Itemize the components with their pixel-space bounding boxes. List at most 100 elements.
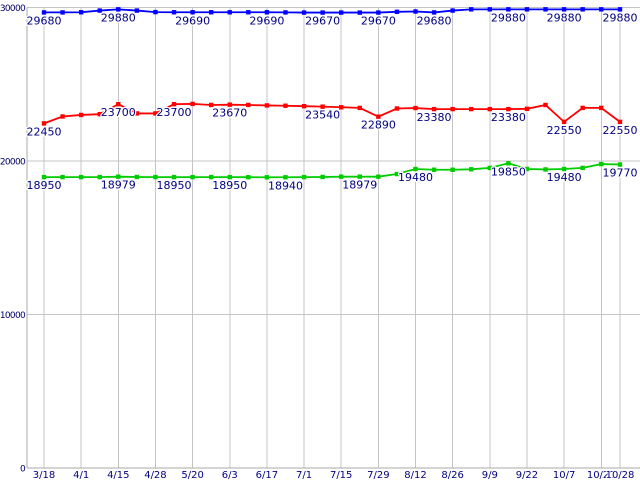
series-green-marker [246, 174, 251, 180]
series-red-marker [301, 104, 307, 109]
series-green-data-label: 18979 [342, 179, 377, 192]
series-red-data-label: 23540 [305, 109, 340, 122]
series-red-marker [580, 105, 585, 111]
y-tick-label: 10000 [0, 311, 26, 321]
x-tick-label: 4/1 [73, 470, 89, 480]
series-red-marker [617, 119, 623, 125]
series-red-data-label: 22550 [603, 124, 638, 137]
series-green-marker [97, 174, 102, 180]
series-green-marker [487, 165, 492, 171]
series-green-marker [41, 174, 47, 180]
series-green-marker [134, 174, 140, 180]
series-blue-data-label: 29880 [547, 11, 582, 24]
series-blue-marker [78, 10, 84, 15]
series-red-marker [431, 106, 437, 112]
x-tick-label: 4/28 [144, 470, 166, 480]
x-tick-label: 8/26 [441, 470, 463, 480]
series-blue-marker [617, 7, 623, 12]
series-red-marker [153, 111, 158, 116]
x-tick-label: 7/15 [330, 470, 352, 480]
series-red-marker [320, 104, 325, 109]
series-green-marker [301, 174, 307, 180]
series-blue-marker [450, 8, 455, 13]
series-blue-marker [60, 10, 65, 15]
series-green-data-label: 19480 [547, 171, 582, 184]
series-blue-data-label: 29880 [603, 11, 638, 24]
series-red-marker [264, 103, 270, 108]
series-red-marker [469, 106, 474, 112]
series-green-marker [413, 166, 418, 172]
series-green-marker [60, 174, 65, 180]
series-blue-data-label: 29690 [249, 14, 284, 27]
x-tick-label: 7/1 [296, 470, 312, 480]
series-blue-marker [301, 10, 307, 15]
series-blue-marker [487, 7, 492, 12]
series-blue-marker [246, 10, 251, 15]
series-red-marker [97, 111, 102, 117]
series-red-marker [339, 105, 344, 110]
series-blue-data-label: 29680 [417, 14, 452, 27]
series-red-data-label: 23700 [101, 106, 136, 119]
series-red-data-label: 23700 [157, 106, 192, 119]
y-tick-label: 0 [20, 465, 26, 475]
series-red-marker [561, 119, 567, 125]
series-blue-marker [190, 10, 195, 15]
series-blue-data-label: 29670 [361, 15, 396, 28]
series-green-marker [506, 161, 511, 166]
series-green-marker [599, 161, 604, 167]
series-red-marker [246, 102, 251, 108]
y-tick-label: 30000 [0, 4, 26, 14]
series-red-marker [543, 102, 548, 108]
series-green-marker [617, 162, 623, 167]
x-tick-label: 10/21 [587, 470, 616, 480]
series-green-marker [116, 174, 121, 179]
series-green-marker [171, 174, 177, 180]
x-tick-label: 4/15 [107, 470, 129, 480]
series-green-marker [227, 174, 232, 180]
series-red-marker [524, 106, 530, 112]
series-blue-data-label: 29880 [491, 11, 526, 24]
series-green-marker [78, 174, 84, 180]
series-blue-marker [339, 10, 344, 15]
series-red-marker [227, 102, 232, 107]
series-blue-line [44, 8, 620, 14]
series-blue-marker [376, 10, 381, 15]
series-blue-marker [153, 9, 158, 15]
x-tick-label: 8/12 [404, 470, 426, 480]
series-red-marker [357, 105, 362, 111]
series-green-marker [357, 174, 362, 179]
series-green-marker [190, 174, 195, 180]
x-tick-label: 7/29 [367, 470, 389, 480]
series-red-marker [376, 114, 381, 119]
series-green-data-label: 19770 [603, 167, 638, 180]
series-red-marker [134, 111, 140, 116]
series-blue-marker [506, 7, 511, 12]
series-blue-marker [580, 7, 585, 12]
series-red-marker [283, 103, 288, 108]
series-red-data-label: 23380 [491, 111, 526, 124]
series-blue-marker [208, 10, 214, 15]
series-red-marker [487, 106, 492, 112]
x-tick-label: 3/18 [33, 470, 55, 480]
series-red-marker [78, 112, 84, 118]
series-green-marker [208, 174, 214, 180]
series-blue-marker [469, 7, 474, 12]
series-red-marker [41, 121, 47, 126]
series-green-marker [264, 175, 270, 180]
series-red-data-label: 23670 [212, 107, 247, 120]
series-blue-marker [394, 9, 400, 14]
series-blue-marker [41, 10, 47, 15]
series-red-data-label: 23380 [417, 111, 452, 124]
series-red-data-label: 22890 [361, 119, 396, 132]
series-red-line [43, 102, 621, 125]
series-red-marker [506, 106, 511, 112]
series-blue-marker [134, 8, 140, 13]
series-blue-marker [561, 7, 567, 12]
x-tick-label: 10/7 [553, 470, 575, 480]
series-blue-marker [357, 10, 362, 15]
series-green-marker [283, 175, 288, 180]
series-red-data-label: 22450 [27, 125, 62, 138]
series-blue-data-label: 29880 [101, 11, 136, 24]
